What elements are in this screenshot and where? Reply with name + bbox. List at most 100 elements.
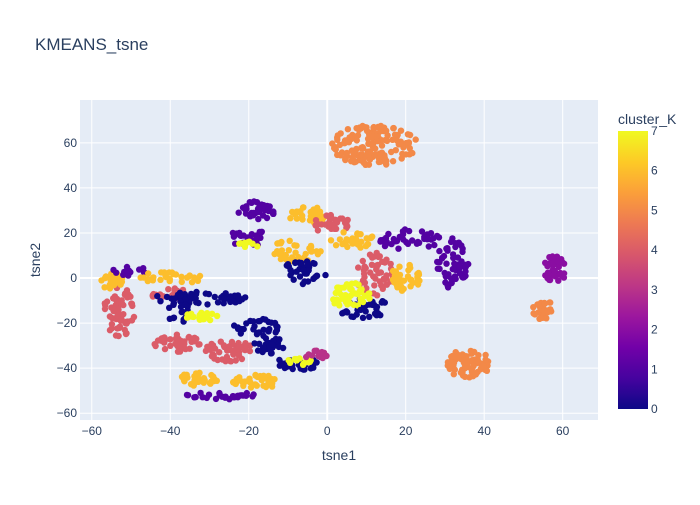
scatter-point	[286, 359, 294, 366]
scatter-point	[106, 313, 114, 320]
scatter-point	[339, 240, 346, 248]
scatter-point	[299, 216, 306, 223]
scatter-point	[450, 254, 457, 262]
scatter-point	[182, 301, 189, 309]
scatter-point	[183, 314, 191, 321]
scatter-point	[247, 384, 255, 391]
scatter-point	[236, 240, 243, 247]
scatter-point	[350, 313, 357, 321]
scatter-point	[353, 137, 360, 144]
scatter-point	[221, 343, 228, 351]
scatter-point	[208, 310, 216, 317]
scatter-point	[560, 270, 568, 277]
scatter-point	[179, 308, 186, 315]
scatter-point	[236, 229, 243, 237]
scatter-point	[238, 355, 246, 363]
scatter-point	[223, 353, 231, 361]
scatter-point	[360, 270, 368, 277]
scatter-point	[372, 275, 379, 282]
scatter-point	[205, 391, 213, 398]
scatter-point	[246, 347, 254, 355]
scatter-point	[251, 340, 258, 347]
scatter-point	[366, 295, 373, 302]
scatter-point	[200, 375, 208, 382]
scatter-point	[332, 216, 339, 223]
scatter-point	[322, 271, 329, 279]
scatter-point	[372, 145, 379, 152]
scatter-point	[242, 294, 249, 301]
scatter-point	[211, 375, 218, 383]
scatter-point	[286, 237, 293, 244]
scatter-point	[161, 345, 169, 353]
scatter-point	[213, 312, 221, 320]
scatter-point	[382, 159, 389, 166]
scatter-point	[377, 122, 385, 130]
scatter-point	[304, 261, 311, 268]
x-tick-label: 60	[556, 424, 570, 438]
colorbar-tick-label: 0	[651, 402, 658, 416]
scatter-point	[544, 262, 551, 269]
scatter-point	[243, 389, 250, 397]
scatter-point	[456, 263, 463, 270]
scatter-point	[308, 248, 315, 255]
scatter-point	[397, 127, 405, 134]
scatter-point	[337, 215, 344, 222]
scatter-point	[373, 132, 380, 140]
colorbar-tick-label: 1	[651, 362, 658, 376]
y-tick-label: −20	[57, 316, 78, 330]
scatter-point	[288, 254, 296, 261]
scatter-point	[452, 240, 459, 247]
scatter-point	[312, 273, 319, 281]
scatter-point	[154, 292, 161, 300]
plot-background	[80, 100, 598, 420]
colorbar-tick-label: 6	[651, 164, 658, 178]
scatter-point	[170, 301, 177, 308]
scatter-point	[197, 389, 204, 397]
scatter-point	[151, 341, 158, 348]
scatter-point	[249, 240, 256, 247]
scatter-point	[214, 299, 222, 306]
scatter-point	[366, 156, 374, 163]
scatter-point	[547, 306, 554, 313]
scatter-point	[192, 393, 199, 401]
scatter-point	[102, 273, 110, 280]
scatter-point	[383, 127, 390, 134]
scatter-point	[459, 245, 466, 252]
scatter-point	[274, 323, 281, 331]
scatter-point	[118, 301, 125, 308]
scatter-point	[406, 145, 413, 152]
scatter-point	[334, 151, 341, 159]
scatter-point	[178, 278, 185, 286]
scatter-point	[405, 267, 412, 274]
scatter-point	[255, 329, 263, 336]
scatter-point	[355, 281, 362, 288]
scatter-point	[382, 240, 389, 247]
scatter-point	[249, 212, 256, 219]
scatter-point	[543, 315, 550, 322]
scatter-point	[462, 263, 470, 270]
scatter-point	[254, 347, 262, 354]
scatter-point	[443, 245, 450, 252]
scatter-point	[389, 158, 397, 165]
scatter-point	[192, 291, 199, 299]
scatter-point	[311, 207, 318, 215]
scatter-point	[361, 279, 369, 286]
scatter-point	[549, 261, 557, 269]
scatter-point	[369, 140, 376, 147]
scatter-point	[276, 250, 284, 258]
scatter-point	[399, 228, 407, 235]
scatter-point	[101, 284, 108, 291]
scatter-point	[375, 154, 382, 162]
scatter-point	[167, 342, 174, 349]
scatter-point	[459, 368, 466, 376]
scatter-point	[357, 231, 364, 238]
x-axis-label: tsne1	[322, 447, 356, 463]
scatter-point	[344, 216, 351, 224]
scatter-point	[232, 357, 239, 364]
scatter-point	[381, 259, 389, 266]
scatter-point	[293, 208, 300, 215]
y-axis-label: tsne2	[27, 243, 43, 277]
scatter-point	[234, 325, 242, 332]
scatter-point	[362, 264, 369, 272]
